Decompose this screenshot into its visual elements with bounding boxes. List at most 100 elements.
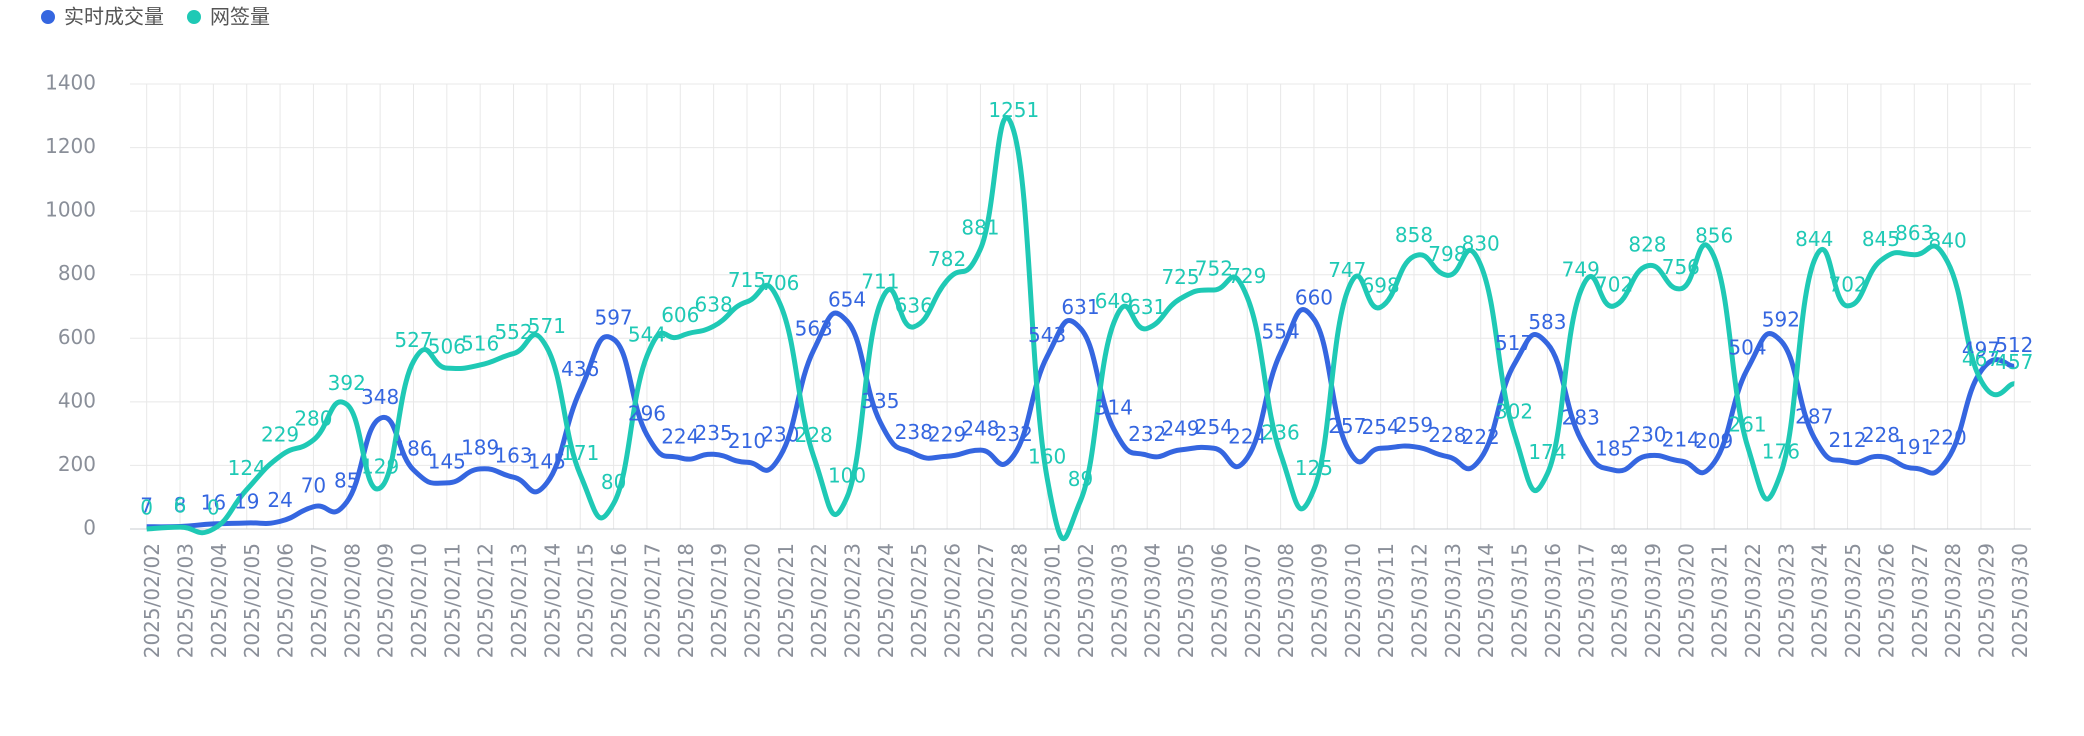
data-label: 881 [961,215,999,239]
data-label: 752 [1195,256,1233,280]
data-label: 0 [207,496,220,520]
data-label: 506 [428,335,466,359]
data-label: 209 [1695,429,1733,453]
x-tick-label: 2025/03/09 [1307,543,1331,658]
data-label: 214 [1662,427,1700,451]
data-label: 232 [995,422,1033,446]
data-label: 230 [761,422,799,446]
data-label: 287 [1795,404,1833,428]
data-label: 544 [628,323,666,347]
x-tick-label: 2025/02/24 [874,543,898,658]
data-label: 19 [234,489,259,513]
x-tick-label: 2025/03/27 [1908,543,1932,658]
data-label: 660 [1295,286,1333,310]
data-label: 236 [1262,420,1300,444]
data-label: 230 [1628,422,1666,446]
x-tick-label: 2025/02/06 [274,543,298,658]
x-tick-label: 2025/03/20 [1674,543,1698,658]
data-label: 16 [201,490,226,514]
data-label: 606 [661,303,699,327]
data-label: 863 [1895,221,1933,245]
x-tick-label: 2025/02/04 [207,543,231,658]
data-label: 212 [1828,428,1866,452]
data-label: 185 [1595,437,1633,461]
data-label: 698 [1362,274,1400,298]
data-label: 163 [494,444,532,468]
x-tick-label: 2025/03/21 [1708,543,1732,658]
line-series [146,115,2015,542]
data-label: 654 [828,288,866,312]
x-tick-label: 2025/03/24 [1808,543,1832,658]
x-tick-label: 2025/03/13 [1441,543,1465,658]
data-label: 145 [428,449,466,473]
y-tick-label: 800 [58,261,96,285]
x-tick-label: 2025/03/23 [1774,543,1798,658]
data-label: 229 [261,423,299,447]
data-label: 592 [1762,307,1800,331]
data-label: 160 [1028,445,1066,469]
data-label: 747 [1328,258,1366,282]
data-label: 238 [895,420,933,444]
data-label: 6 [174,494,187,518]
x-tick-label: 2025/02/02 [140,543,164,658]
legend-marker [187,10,201,24]
data-label: 715 [728,268,766,292]
data-label: 8 [174,493,187,517]
y-tick-label: 0 [83,516,96,540]
data-label: 129 [361,454,399,478]
x-tick-label: 2025/03/12 [1408,543,1432,658]
x-tick-label: 2025/03/04 [1141,543,1165,658]
data-label: 314 [1095,396,1133,420]
data-label: 228 [1862,423,1900,447]
x-tick-label: 2025/03/03 [1107,543,1131,658]
x-tick-label: 2025/03/07 [1241,543,1265,658]
data-label: 70 [301,473,326,497]
x-tick-label: 2025/02/18 [674,543,698,658]
data-label: 296 [628,401,666,425]
data-label: 254 [1362,415,1400,439]
data-label: 235 [695,421,733,445]
x-tick-label: 2025/02/07 [307,543,331,658]
x-tick-label: 2025/02/26 [941,543,965,658]
data-label: 302 [1495,400,1533,424]
y-tick-label: 600 [58,325,96,349]
data-label: 845 [1862,227,1900,251]
data-label: 725 [1161,265,1199,289]
data-label: 254 [1195,415,1233,439]
data-label: 638 [695,293,733,317]
x-tick-label: 2025/02/21 [774,543,798,658]
data-label: 191 [1895,435,1933,459]
data-label: 1251 [988,98,1039,122]
data-label: 706 [761,271,799,295]
data-label: 232 [1128,422,1166,446]
data-label: 171 [561,441,599,465]
x-tick-label: 2025/03/06 [1207,543,1231,658]
data-label: 756 [1662,255,1700,279]
data-label: 782 [928,247,966,271]
data-label: 702 [1595,272,1633,296]
legend-label: 实时成交量 [64,5,164,29]
data-label: 798 [1428,242,1466,266]
x-tick-label: 2025/03/15 [1508,543,1532,658]
data-label: 261 [1728,413,1766,437]
x-tick-label: 2025/02/22 [807,543,831,658]
data-label: 224 [1228,424,1266,448]
x-tick-label: 2025/02/09 [374,543,398,658]
data-label: 467 [1962,347,2000,371]
data-label: 649 [1095,289,1133,313]
data-label: 543 [1028,323,1066,347]
data-label: 85 [334,468,359,492]
data-label: 220 [1929,426,1967,450]
data-label: 517 [1495,331,1533,355]
data-label: 828 [1628,232,1666,256]
data-label: 100 [828,464,866,488]
data-label: 563 [795,317,833,341]
line-series [146,307,2015,530]
y-tick-label: 1400 [45,71,96,95]
x-tick-label: 2025/03/01 [1041,543,1065,658]
data-label: 145 [528,449,566,473]
data-label: 583 [1528,310,1566,334]
data-label: 571 [528,314,566,338]
x-tick-label: 2025/02/12 [474,543,498,658]
data-label: 858 [1395,223,1433,247]
